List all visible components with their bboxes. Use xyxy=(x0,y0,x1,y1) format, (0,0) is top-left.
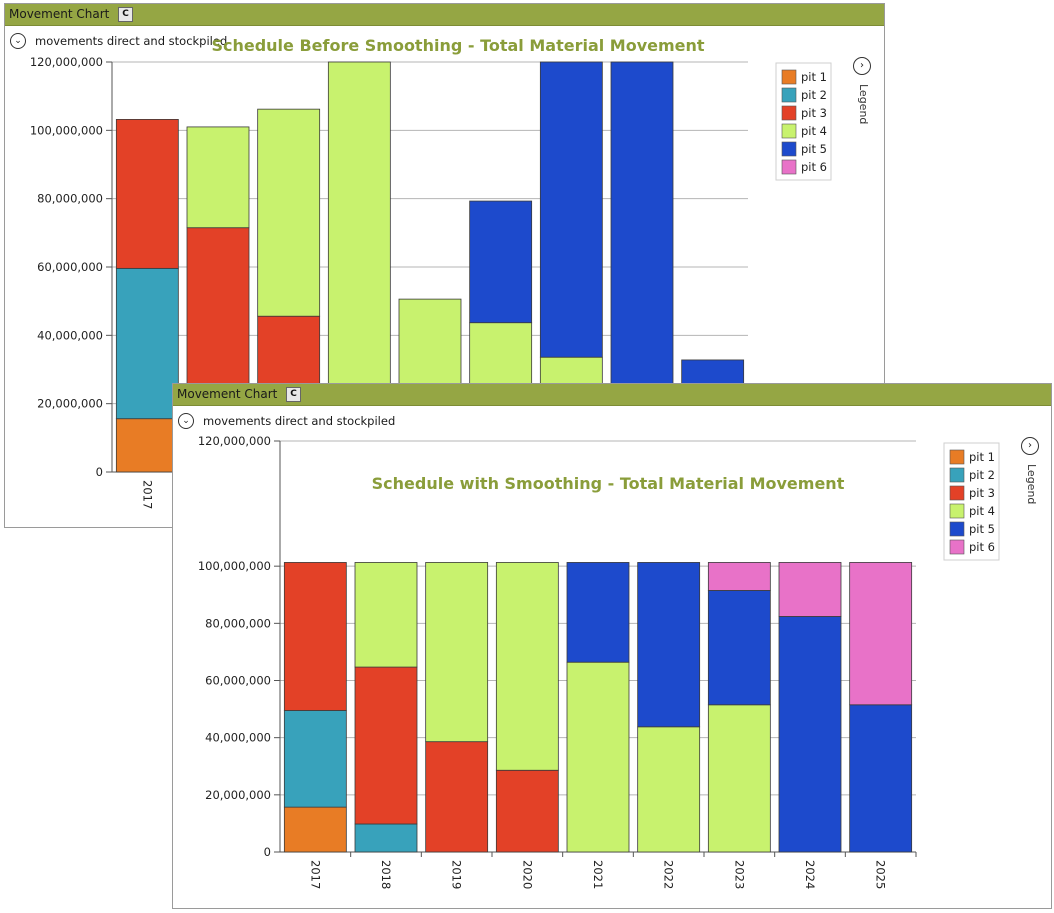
bar-segment-pit-4 xyxy=(566,661,630,853)
bar-segment-pit-5 xyxy=(849,704,913,853)
y-tick-label: 60,000,000 xyxy=(37,260,103,274)
legend-swatch-pit-1 xyxy=(781,69,797,85)
x-tick-label: 2020 xyxy=(520,860,534,889)
legend-swatch-pit-5 xyxy=(781,141,797,157)
panel-title-bar: Movement Chart C xyxy=(5,4,884,26)
y-tick-label: 20,000,000 xyxy=(37,397,103,411)
legend-swatch-pit-4 xyxy=(781,123,797,139)
bar-segment-pit-3 xyxy=(495,769,559,853)
legend-swatch-pit-1 xyxy=(949,449,965,465)
bar-segment-pit-6 xyxy=(707,562,771,591)
bar-segment-pit-5 xyxy=(778,616,842,853)
y-tick-label: 100,000,000 xyxy=(30,123,103,137)
x-tick-label: 2017 xyxy=(308,860,322,889)
legend-label-pit-6: pit 6 xyxy=(969,540,995,554)
stacked-bar-chart-smoothed: 0 20,000,000 40,000,000 60,000,000 80,000,00… xyxy=(198,434,1000,889)
legend-toggle-label[interactable]: Legend xyxy=(857,84,870,125)
y-tick-label: 120,000,000 xyxy=(198,434,271,448)
bar-segment-pit-4 xyxy=(257,108,321,317)
x-tick-label: 2022 xyxy=(662,860,676,889)
legend-label-pit-5: pit 5 xyxy=(801,142,827,156)
x-tick-label: 2025 xyxy=(874,860,888,889)
y-tick-label: 80,000,000 xyxy=(205,616,271,630)
dropdown-label: movements direct and stockpiled xyxy=(35,34,228,48)
bar-segment-pit-4 xyxy=(354,562,418,668)
legend-swatch-pit-3 xyxy=(949,485,965,501)
y-tick-label: 60,000,000 xyxy=(205,674,271,688)
chart-title: Schedule with Smoothing - Total Material… xyxy=(372,474,845,493)
y-tick-label: 80,000,000 xyxy=(37,192,103,206)
legend-toggle-label[interactable]: Legend xyxy=(1025,464,1038,505)
legend-label-pit-1: pit 1 xyxy=(801,70,827,84)
bar-segment-pit-5 xyxy=(707,590,771,706)
legend-label-pit-1: pit 1 xyxy=(969,450,995,464)
chevron-right-icon[interactable]: › xyxy=(853,57,871,75)
legend-swatch-pit-4 xyxy=(949,503,965,519)
x-tick-label: 2024 xyxy=(803,860,817,889)
bar-segment-pit-5 xyxy=(566,562,630,663)
bar-segment-pit-4 xyxy=(425,562,489,743)
legend-swatch-pit-5 xyxy=(949,521,965,537)
bar-segment-pit-5 xyxy=(637,562,701,728)
bar-segment-pit-3 xyxy=(115,119,179,269)
y-tick-label: 0 xyxy=(96,465,103,479)
legend-label-pit-2: pit 2 xyxy=(969,468,995,482)
bar-segment-pit-2 xyxy=(283,710,347,808)
bar-segment-pit-4 xyxy=(186,126,250,229)
y-tick-label: 20,000,000 xyxy=(205,788,271,802)
legend-label-pit-5: pit 5 xyxy=(969,522,995,536)
chevron-down-icon: ⌄ xyxy=(10,33,26,49)
panel-title: Movement Chart xyxy=(9,7,110,21)
panel-title-bar: Movement Chart C xyxy=(173,384,1051,406)
bar-segment-pit-6 xyxy=(778,562,842,617)
y-tick-label: 40,000,000 xyxy=(37,328,103,342)
collapse-button[interactable]: C xyxy=(286,387,301,402)
bar-segment-pit-5 xyxy=(469,200,533,324)
chart-title: Schedule Before Smoothing - Total Materi… xyxy=(211,36,704,55)
bar-segment-pit-3 xyxy=(425,741,489,853)
legend-swatch-pit-6 xyxy=(949,539,965,555)
panel-title: Movement Chart xyxy=(177,387,278,401)
bar-segment-pit-2 xyxy=(115,267,179,420)
legend-swatch-pit-2 xyxy=(781,87,797,103)
bar-segment-pit-4 xyxy=(495,562,559,771)
bar-segment-pit-5 xyxy=(539,61,603,358)
bar-segment-pit-3 xyxy=(354,666,418,825)
bar-segment-pit-4 xyxy=(637,726,701,853)
y-tick-label: 100,000,000 xyxy=(198,559,271,573)
legend-label-pit-4: pit 4 xyxy=(969,504,995,518)
bar-segment-pit-3 xyxy=(283,562,347,711)
legend-label-pit-6: pit 6 xyxy=(801,160,827,174)
movement-chart-panel-smoothed: Movement Chart C ⌄ movements direct and … xyxy=(172,383,1052,909)
legend-label-pit-4: pit 4 xyxy=(801,124,827,138)
legend-label-pit-3: pit 3 xyxy=(801,106,827,120)
x-tick-label: 2021 xyxy=(591,860,605,889)
bar-segment-pit-4 xyxy=(707,704,771,853)
legend: pit 1 pit 2 pit 3 pit 4 pit 5 pit 6 xyxy=(775,62,832,181)
legend-label-pit-3: pit 3 xyxy=(969,486,995,500)
x-tick-label: 2017 xyxy=(140,480,154,509)
legend-swatch-pit-6 xyxy=(781,159,797,175)
bar-segment-pit-2 xyxy=(354,823,418,853)
legend-label-pit-2: pit 2 xyxy=(801,88,827,102)
bar-segment-pit-6 xyxy=(849,562,913,706)
bar-segment-pit-1 xyxy=(115,418,179,473)
y-tick-label: 0 xyxy=(264,845,271,859)
chevron-right-icon[interactable]: › xyxy=(1021,437,1039,455)
y-tick-label: 40,000,000 xyxy=(205,731,271,745)
x-tick-label: 2018 xyxy=(379,860,393,889)
x-tick-label: 2023 xyxy=(732,860,746,889)
legend: pit 1 pit 2 pit 3 pit 4 pit 5 pit 6 xyxy=(943,442,1000,561)
y-tick-label: 120,000,000 xyxy=(30,55,103,69)
collapse-button[interactable]: C xyxy=(118,7,133,22)
x-tick-label: 2019 xyxy=(450,860,464,889)
legend-swatch-pit-3 xyxy=(781,105,797,121)
dropdown-label: movements direct and stockpiled xyxy=(203,414,396,428)
chevron-down-icon: ⌄ xyxy=(178,413,194,429)
bar-segment-pit-1 xyxy=(283,806,347,853)
legend-swatch-pit-2 xyxy=(949,467,965,483)
